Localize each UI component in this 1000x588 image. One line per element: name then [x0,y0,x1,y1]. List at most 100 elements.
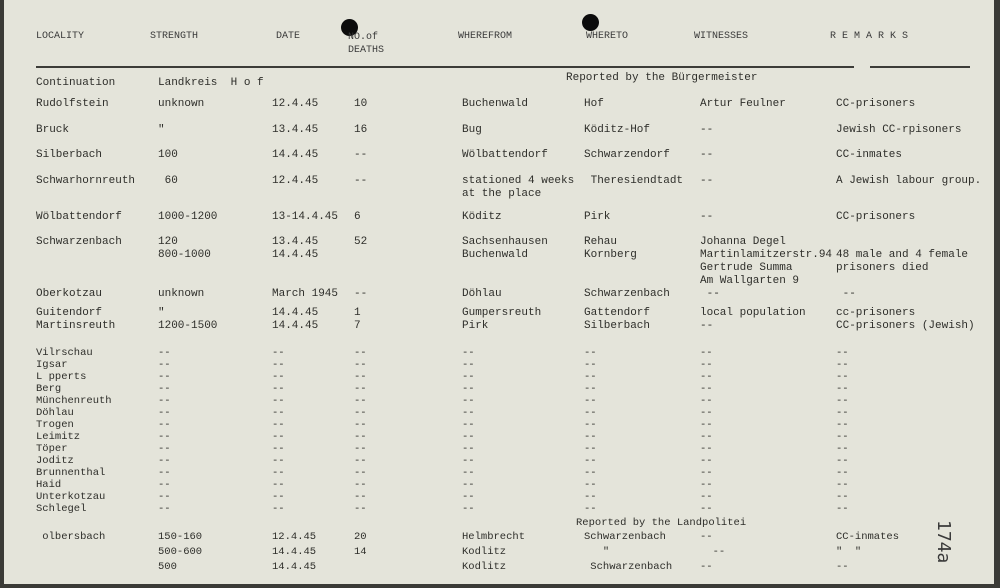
cell-date: -- [272,347,285,359]
cell-remarks: -- [836,443,849,455]
cell-wherefrom: -- [462,455,475,467]
cell-date: -- [272,371,285,383]
cell-whereto: Gattendorf [584,307,651,319]
cell-witnesses: -- [700,383,713,395]
cell-wherefrom: -- [462,503,475,515]
cell-wherefrom: -- [462,407,475,419]
cell-whereto: -- [584,503,597,515]
cell-deaths: 1 [354,307,361,319]
cell-witnesses: -- [700,395,713,407]
cell-deaths: 6 [354,211,361,223]
header-date: DATE [276,31,301,42]
cell-strength: -- [158,407,171,419]
cell-witnesses: -- [700,347,713,359]
cell-wherefrom: Gumpersreuth [462,307,542,319]
cell-locality: Unterkotzau [36,491,106,503]
cell-date: 13.4.45 14.4.45 [272,236,319,261]
cell-witnesses: -- [700,467,713,479]
cell-strength: -- [158,359,171,371]
cell-deaths: -- [354,503,367,515]
cell-locality: olbersbach [36,531,106,543]
cell-wherefrom: Wölbattendorf [462,149,548,161]
cell-deaths: -- [354,479,367,491]
cell-date: -- [272,383,285,395]
cell-locality: Joditz [36,455,74,467]
cell-date: 14.4.45 [272,307,319,319]
cell-wherefrom: -- [462,467,475,479]
cell-date: 13.4.45 [272,124,319,136]
cell-witnesses: Johanna Degel Martinlamitzerstr.94 Gertr… [700,236,833,287]
cell-witnesses: Artur Feulner [700,98,786,110]
cell-strength: 100 [158,149,178,161]
cell-wherefrom: Kodlitz [462,561,507,573]
cell-remarks: CC-inmates [836,531,900,543]
cell-remarks: -- [836,419,849,431]
cell-whereto: -- [584,359,597,371]
cell-locality: Vilrschau [36,347,93,359]
cell-remarks: " " [836,546,862,558]
cell-deaths: -- [354,443,367,455]
cell-wherefrom: stationed 4 weeks at the place [462,175,575,200]
cell-witnesses: -- [700,288,720,300]
cell-date: -- [272,479,285,491]
cell-locality: Schwarzenbach [36,236,122,248]
cell-whereto: Pirk [584,211,611,223]
cell-date: 14.4.45 [272,561,317,573]
cell-date: -- [272,491,285,503]
cell-whereto: Schwarzenbach [584,561,673,573]
cell-witnesses: -- [700,149,714,161]
cell-date: 12.4.45 [272,531,317,543]
cell-remarks: -- [836,491,849,503]
cell-witnesses: -- [700,546,726,558]
cell-witnesses: -- [700,320,714,332]
cell-locality: Berg [36,383,62,395]
cell-whereto: -- [584,467,597,479]
cell-witnesses: -- [700,371,713,383]
cell-locality: Leimitz [36,431,81,443]
cell-whereto: -- [584,383,597,395]
cell-strength: unknown [158,288,205,300]
cell-deaths: -- [354,175,368,187]
cell-date: -- [272,359,285,371]
header-witnesses: WITNESSES [694,31,749,42]
cell-remarks: A Jewish labour group. [836,175,982,187]
cell-remarks: 48 male and 4 female prisoners died [836,249,969,274]
cell-strength: " [158,307,165,319]
cell-wherefrom: -- [462,431,475,443]
cell-wherefrom: -- [462,395,475,407]
cell-whereto: Schwarzenbach [584,531,666,543]
cell-date: -- [272,431,285,443]
cell-date: 12.4.45 [272,98,319,110]
cell-locality: Silberbach [36,149,103,161]
cell-remarks: CC-prisoners [836,98,916,110]
header-deaths: NO.of DEATHS [348,32,385,56]
cell-witnesses: -- [700,431,713,443]
cell-wherefrom: -- [462,371,475,383]
cell-locality: Oberkotzau [36,288,103,300]
cell-strength: -- [158,503,171,515]
cell-wherefrom: Döhlau [462,288,502,300]
cell-strength: -- [158,371,171,383]
cell-locality: Schlegel [36,503,87,515]
cell-strength: 1000-1200 [158,211,218,223]
cell-date: -- [272,419,285,431]
cell-locality: Wölbattendorf [36,211,122,223]
cell-witnesses: -- [700,443,713,455]
cell-remarks: Jewish CC-rpisoners [836,124,962,136]
cell-deaths: -- [354,419,367,431]
cell-remarks: -- [836,395,849,407]
cell-locality: Töper [36,443,68,455]
cell-whereto: Silberbach [584,320,651,332]
cell-strength: 500 [158,561,177,573]
cell-locality: Trogen [36,419,74,431]
cell-remarks: -- [836,431,849,443]
header-whereto: WHERETO [586,31,629,42]
header-rule [36,66,854,68]
cell-date: March 1945 [272,288,339,300]
cell-locality: Guitendorf [36,307,103,319]
cell-whereto: -- [584,479,597,491]
cell-strength: 150-160 [158,531,203,543]
cell-witnesses: local population [700,307,806,319]
header-wherefrom: WHEREFROM [458,31,513,42]
cell-whereto: -- [584,371,597,383]
